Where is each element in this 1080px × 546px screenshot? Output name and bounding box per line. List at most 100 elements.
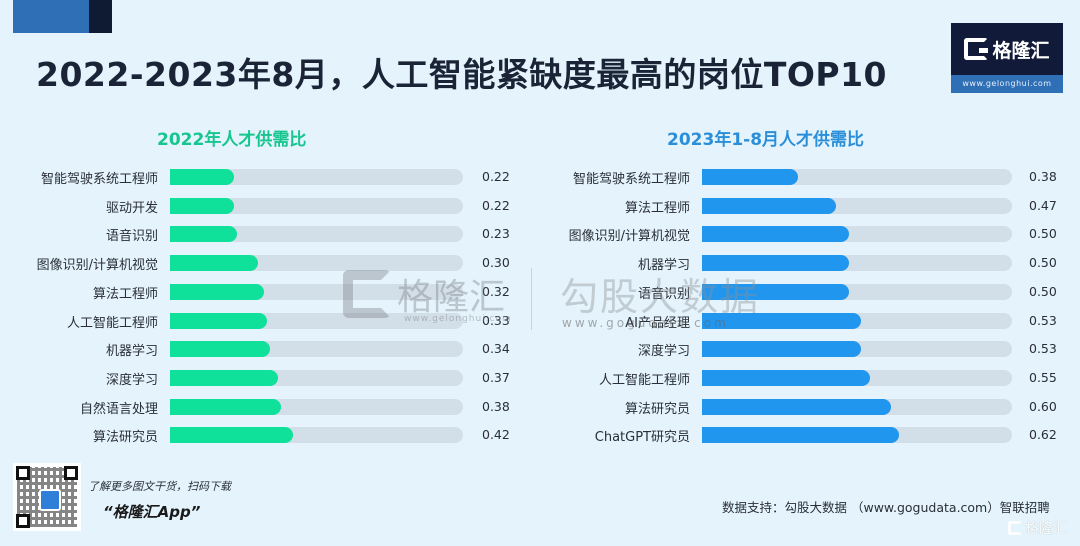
bar-value-label: 0.42 bbox=[482, 427, 510, 443]
bar-category-label: 算法研究员 bbox=[92, 430, 158, 446]
bar-track bbox=[702, 197, 1012, 214]
bar-fill bbox=[170, 341, 270, 358]
bar-value-label: 0.55 bbox=[1029, 369, 1057, 385]
bar-value-label: 0.60 bbox=[1029, 398, 1057, 414]
bar-fill bbox=[702, 341, 862, 358]
bar-fill bbox=[170, 255, 258, 272]
bar-track bbox=[170, 369, 463, 386]
bar-fill bbox=[170, 169, 235, 185]
bar-category-label: 智能驾驶系统工程师 bbox=[40, 172, 158, 187]
promo-app-name: “格隆汇App” bbox=[103, 503, 201, 521]
bar-track bbox=[170, 283, 463, 300]
brand-logo: 格隆汇 www.gelonghui.com bbox=[951, 23, 1063, 93]
bar-fill bbox=[702, 398, 891, 415]
bar-fill bbox=[702, 283, 849, 300]
bar-fill bbox=[702, 312, 862, 329]
bar-value-label: 0.50 bbox=[1029, 283, 1057, 299]
bottom-logo-text: 格隆汇 bbox=[1025, 521, 1067, 537]
bar-category-label: 算法研究员 bbox=[624, 401, 690, 417]
bottom-g-icon bbox=[1008, 521, 1022, 535]
chart-title-2022: 2022年人才供需比 bbox=[157, 130, 307, 150]
bar-track bbox=[702, 312, 1012, 329]
bar-fill bbox=[702, 197, 836, 214]
bar-fill bbox=[702, 255, 849, 272]
bar-track bbox=[702, 398, 1012, 415]
watermark-gogudata: 勾股大数据 bbox=[560, 275, 761, 319]
bar-category-label: 算法工程师 bbox=[624, 200, 690, 216]
bar-track bbox=[170, 226, 463, 243]
bar-fill bbox=[702, 226, 849, 243]
bar-value-label: 0.50 bbox=[1029, 226, 1057, 242]
bar-category-label: 深度学习 bbox=[637, 344, 690, 360]
gelonghui-g-icon bbox=[964, 38, 989, 60]
data-source: 数据支持：勾股大数据 （www.gogudata.com）智联招聘 bbox=[722, 500, 1050, 515]
bar-track bbox=[702, 283, 1012, 300]
corner-decoration-dark bbox=[89, 0, 112, 33]
bar-value-label: 0.38 bbox=[482, 398, 510, 414]
bar-value-label: 0.53 bbox=[1029, 312, 1057, 328]
watermark-gelonghui: 格隆汇 bbox=[343, 268, 505, 320]
bar-track bbox=[170, 398, 463, 415]
bar-track bbox=[702, 427, 1012, 444]
bar-track bbox=[702, 255, 1012, 272]
bar-value-label: 0.50 bbox=[1029, 255, 1057, 271]
bar-category-label: AI产品经理 bbox=[625, 315, 690, 331]
bar-track bbox=[170, 197, 463, 214]
bar-track bbox=[702, 341, 1012, 358]
bar-category-label: 人工智能工程师 bbox=[598, 372, 690, 388]
bar-fill bbox=[170, 312, 267, 329]
bar-category-label: 驱动开发 bbox=[105, 200, 158, 216]
qr-logo-icon bbox=[39, 489, 61, 511]
bar-category-label: 语音识别 bbox=[105, 229, 158, 245]
bar-value-label: 0.34 bbox=[482, 341, 510, 357]
bar-track bbox=[702, 226, 1012, 243]
logo-text: 格隆汇 bbox=[992, 39, 1050, 62]
bar-fill bbox=[170, 427, 294, 444]
bar-track bbox=[170, 341, 463, 358]
bar-fill bbox=[702, 169, 798, 185]
watermark-right-url: www.gogudata.com bbox=[562, 316, 729, 330]
bar-fill bbox=[170, 226, 238, 243]
bar-value-label: 0.23 bbox=[482, 226, 510, 242]
promo-text: 了解更多图文干货，扫码下载 bbox=[88, 480, 231, 493]
bar-category-label: 智能驾驶系统工程师 bbox=[572, 172, 690, 187]
bar-value-label: 0.37 bbox=[482, 369, 510, 385]
watermark-left-text: 格隆汇 bbox=[397, 277, 506, 318]
bar-fill bbox=[170, 369, 279, 386]
chart-title-2023: 2023年1-8月人才供需比 bbox=[667, 130, 865, 150]
bar-value-label: 0.32 bbox=[482, 283, 510, 299]
bar-value-label: 0.22 bbox=[482, 169, 510, 184]
bar-value-label: 0.53 bbox=[1029, 341, 1057, 357]
bar-category-label: 自然语言处理 bbox=[79, 401, 158, 417]
page-title: 2022-2023年8月，人工智能紧缺度最高的岗位TOP10 bbox=[36, 55, 888, 94]
bar-fill bbox=[702, 369, 870, 386]
bar-category-label: 图像识别/计算机视觉 bbox=[568, 229, 690, 245]
bar-value-label: 0.30 bbox=[482, 255, 510, 271]
qr-code[interactable] bbox=[13, 463, 81, 531]
bar-value-label: 0.62 bbox=[1029, 427, 1057, 443]
watermark-left-url: www.gelonghui.com bbox=[404, 314, 512, 324]
bar-category-label: 人工智能工程师 bbox=[66, 315, 158, 331]
bar-track bbox=[170, 169, 463, 185]
bar-category-label: 机器学习 bbox=[637, 258, 690, 274]
bar-category-label: 算法工程师 bbox=[92, 286, 158, 302]
bar-category-label: 机器学习 bbox=[105, 344, 158, 360]
bar-fill bbox=[170, 398, 282, 415]
corner-decoration-blue bbox=[13, 0, 89, 33]
bar-value-label: 0.38 bbox=[1029, 169, 1057, 184]
watermark-g-icon bbox=[343, 270, 391, 318]
bar-category-label: 深度学习 bbox=[105, 372, 158, 388]
bar-track bbox=[170, 427, 463, 444]
bar-fill bbox=[170, 197, 235, 214]
bar-value-label: 0.33 bbox=[482, 312, 510, 328]
bar-category-label: 图像识别/计算机视觉 bbox=[36, 258, 158, 274]
logo-url: www.gelonghui.com bbox=[951, 75, 1063, 93]
bar-fill bbox=[702, 427, 900, 444]
bar-fill bbox=[170, 283, 264, 300]
watermark-divider bbox=[531, 268, 532, 330]
bar-category-label: ChatGPT研究员 bbox=[594, 430, 690, 446]
bar-value-label: 0.22 bbox=[482, 197, 510, 213]
bar-track bbox=[170, 255, 463, 272]
bar-value-label: 0.47 bbox=[1029, 197, 1057, 213]
bar-track bbox=[702, 169, 1012, 185]
